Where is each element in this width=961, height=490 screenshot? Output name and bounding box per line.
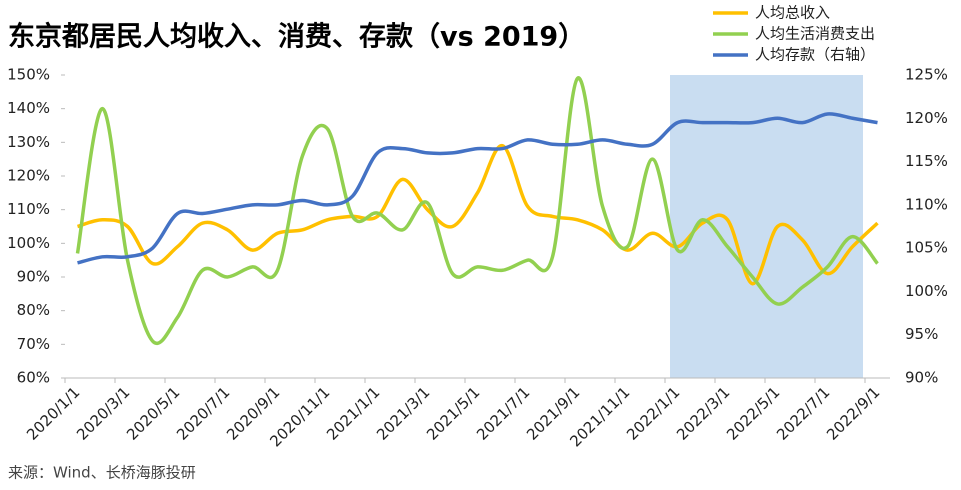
x-tick-label: 2022/1/1	[623, 383, 683, 443]
y-tick-label: 70%	[17, 335, 50, 353]
y2-tick-label: 115%	[905, 152, 948, 170]
legend-label: 人均总收入	[755, 4, 830, 22]
series-line	[75, 76, 879, 345]
y2-tick-label: 90%	[905, 369, 938, 387]
x-tick-label: 2021/5/1	[423, 383, 483, 443]
y2-tick-label: 120%	[905, 109, 948, 127]
source: 来源：Wind、长桥海豚投研	[8, 464, 196, 482]
x-tick-label: 2021/3/1	[373, 383, 433, 443]
x-tick-label: 2021/1/1	[323, 383, 383, 443]
x-tick-label: 2022/7/1	[773, 383, 833, 443]
x-tick-label: 2020/5/1	[123, 383, 183, 443]
legend-label: 人均存款（右轴）	[755, 46, 875, 64]
y-tick-label: 150%	[7, 66, 50, 84]
y-tick-label: 110%	[7, 200, 50, 218]
highlight-region	[670, 75, 863, 378]
series-line	[77, 112, 878, 265]
chart-title: 东京都居民人均收入、消费、存款（vs 2019）	[8, 21, 585, 53]
y-tick-label: 130%	[7, 133, 50, 151]
y-tick-label: 60%	[17, 369, 50, 387]
y-tick-label: 140%	[7, 99, 50, 117]
x-tick-label: 2020/1/1	[23, 383, 83, 443]
y-tick-label: 120%	[7, 167, 50, 185]
legend-label: 人均生活消费支出	[755, 25, 875, 43]
y2-tick-label: 110%	[905, 195, 948, 213]
x-tick-label: 2022/5/1	[723, 383, 783, 443]
y2-tick-label: 105%	[905, 239, 948, 257]
series-line	[76, 144, 879, 286]
y-tick-label: 100%	[7, 234, 50, 252]
y-tick-label: 80%	[17, 301, 50, 319]
x-tick-label: 2020/7/1	[173, 383, 233, 443]
y-tick-label: 90%	[17, 268, 50, 286]
y2-tick-label: 100%	[905, 282, 948, 300]
y2-tick-label: 125%	[905, 66, 948, 84]
x-tick-label: 2022/3/1	[673, 383, 733, 443]
x-tick-label: 2020/3/1	[73, 383, 133, 443]
y2-tick-label: 95%	[905, 325, 938, 343]
x-tick-label: 2022/9/1	[823, 383, 883, 443]
x-tick-label: 2021/7/1	[473, 383, 533, 443]
